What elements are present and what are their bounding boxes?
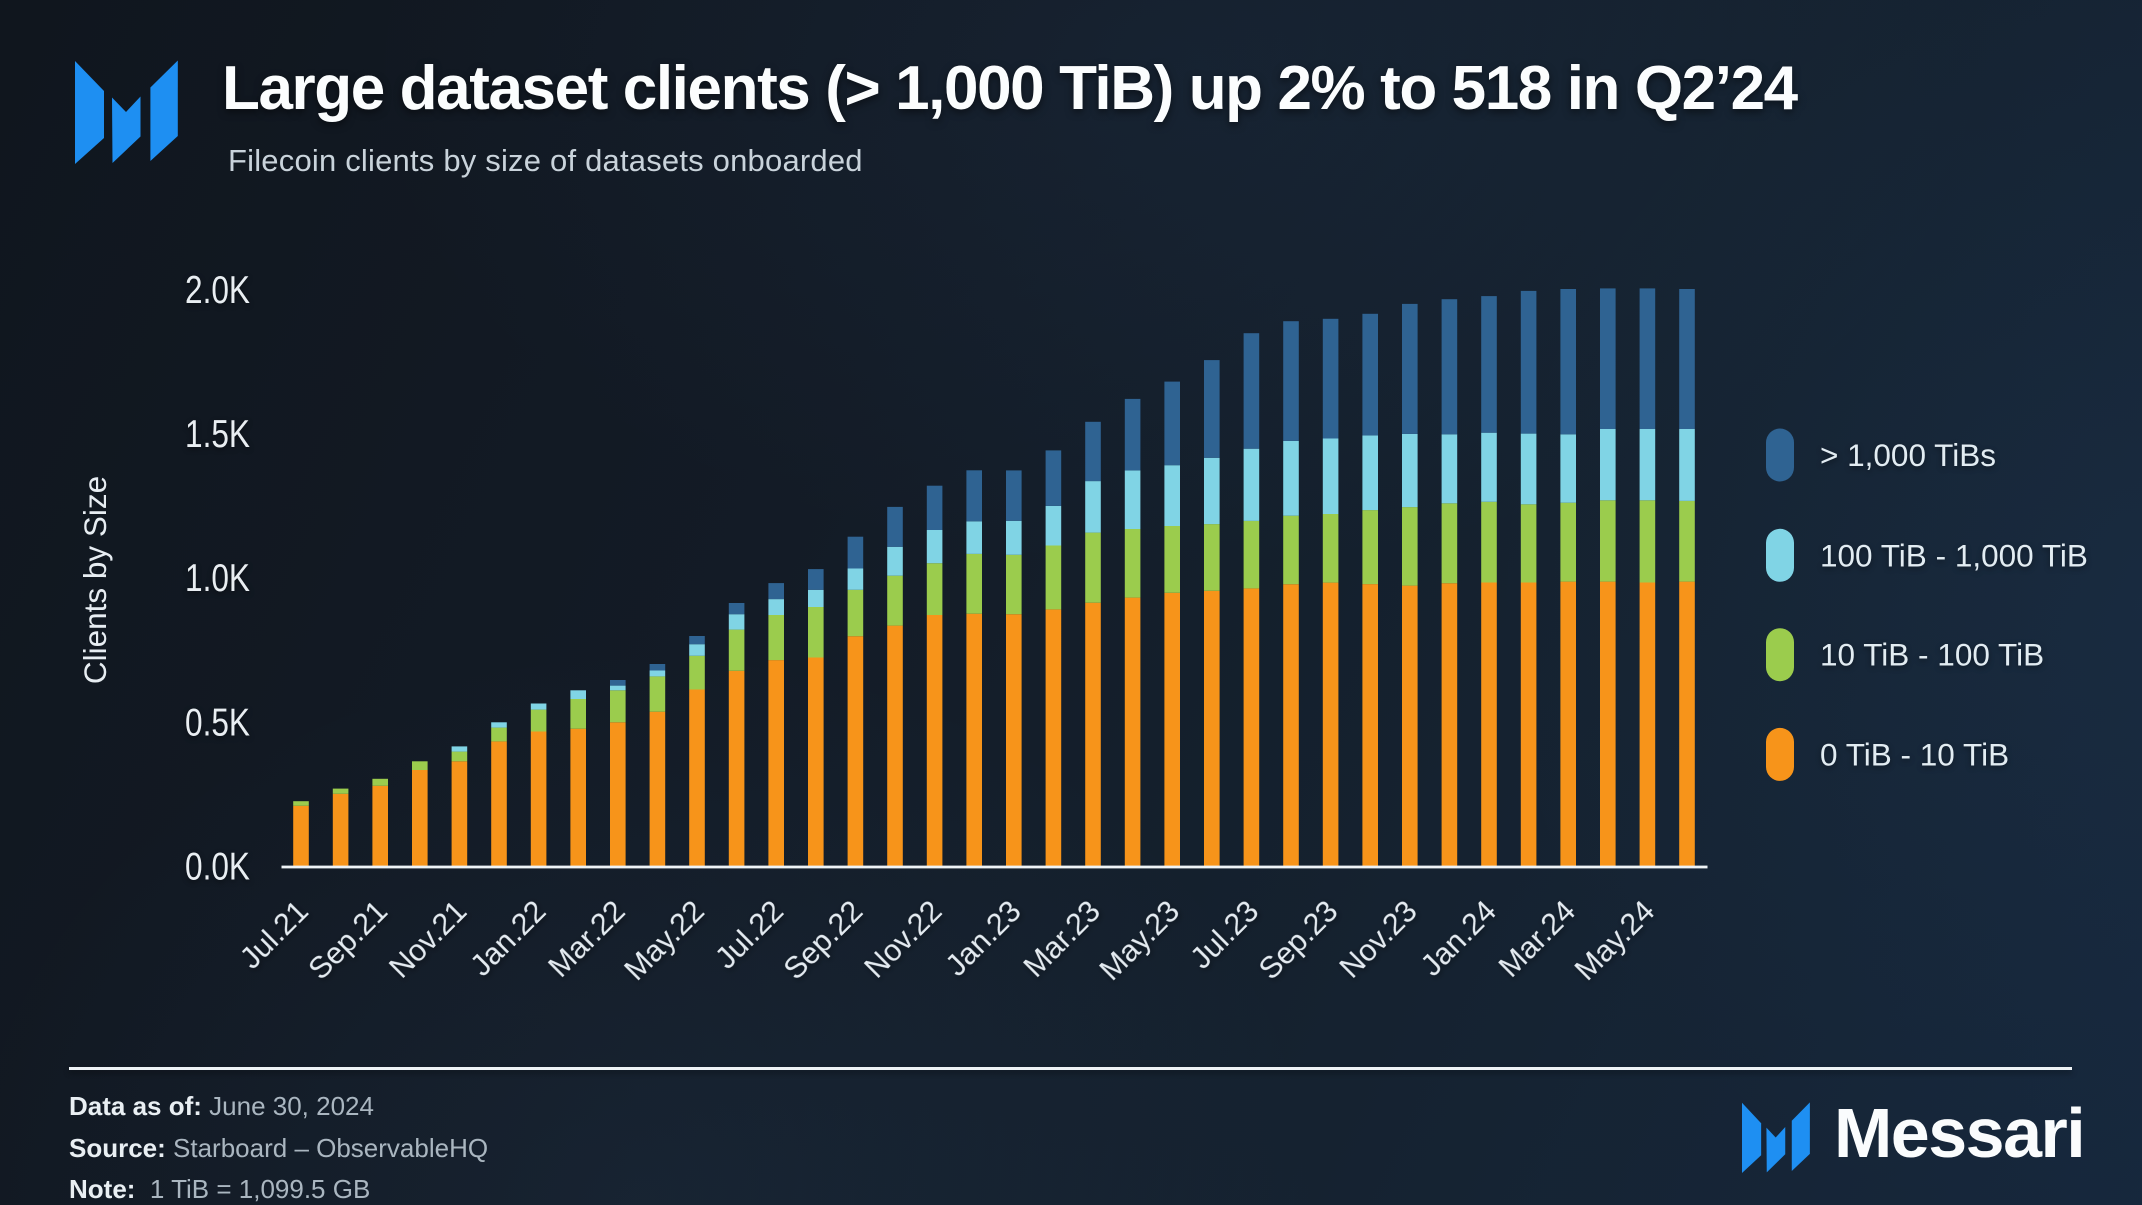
svg-text:Mar.23: Mar.23 xyxy=(1017,894,1107,984)
svg-text:1.0K: 1.0K xyxy=(185,557,250,600)
svg-text:May.22: May.22 xyxy=(618,894,711,987)
svg-text:Jan.22: Jan.22 xyxy=(464,894,553,983)
svg-text:May.23: May.23 xyxy=(1093,894,1186,987)
svg-text:10 TiB - 100 TiB: 10 TiB - 100 TiB xyxy=(1820,637,2044,673)
svg-text:Jan.24: Jan.24 xyxy=(1414,894,1503,983)
svg-text:Sep.21: Sep.21 xyxy=(302,894,394,986)
svg-text:Nov.23: Nov.23 xyxy=(1333,894,1424,985)
svg-text:0.0K: 0.0K xyxy=(185,845,250,888)
svg-text:Sep.22: Sep.22 xyxy=(777,894,869,986)
svg-text:100 TiB - 1,000 TiB: 100 TiB - 1,000 TiB xyxy=(1820,537,2088,573)
svg-text:May.24: May.24 xyxy=(1568,894,1661,987)
svg-text:Mar.22: Mar.22 xyxy=(542,894,632,984)
svg-text:0.5K: 0.5K xyxy=(185,701,250,744)
svg-text:Nov.21: Nov.21 xyxy=(383,894,474,985)
svg-text:Jan.23: Jan.23 xyxy=(939,894,1028,983)
svg-text:1.5K: 1.5K xyxy=(185,413,250,456)
svg-text:Sep.23: Sep.23 xyxy=(1252,894,1344,986)
svg-text:Clients by Size: Clients by Size xyxy=(77,476,113,684)
svg-text:Nov.22: Nov.22 xyxy=(858,894,949,985)
svg-text:> 1,000 TiBs: > 1,000 TiBs xyxy=(1820,437,1996,473)
svg-text:Mar.24: Mar.24 xyxy=(1492,894,1582,984)
svg-text:0 TiB - 10 TiB: 0 TiB - 10 TiB xyxy=(1820,736,2009,772)
svg-text:2.0K: 2.0K xyxy=(185,269,250,312)
